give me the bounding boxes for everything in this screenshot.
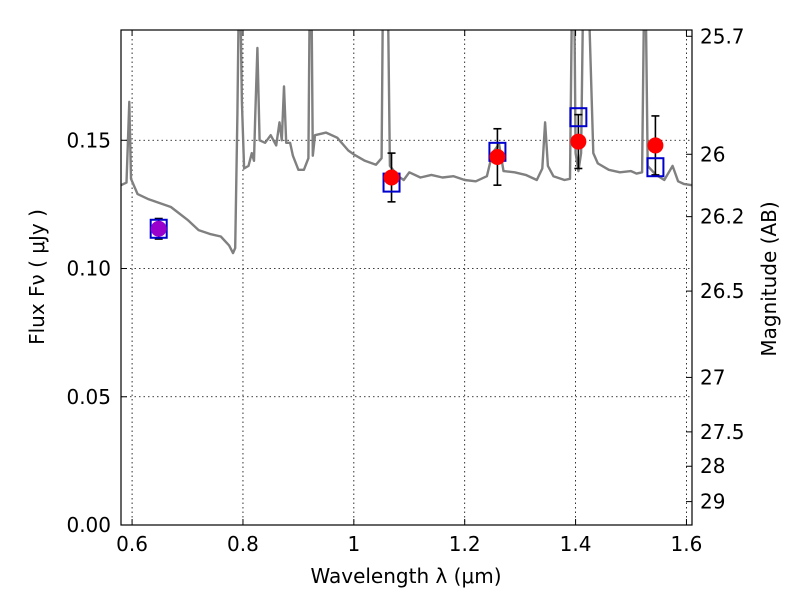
photometry-point-1-2 <box>570 133 587 150</box>
x-tick-label-2: 1 <box>347 532 360 556</box>
model-band-marker-4 <box>646 157 665 178</box>
right-tick-label-3: 26.5 <box>700 279 745 303</box>
photometry-point-1-1 <box>489 148 506 165</box>
y-tick-label-3: 0.15 <box>66 128 111 152</box>
model-band-marker-3 <box>569 107 588 128</box>
x-tick-label-0: 0.6 <box>116 532 148 556</box>
series-layer <box>121 30 692 255</box>
right-tick-label-2: 26.2 <box>700 205 745 229</box>
right-tick-label-4: 27 <box>700 365 725 389</box>
photometry-point-2-0 <box>150 220 167 237</box>
right-tick-label-6: 28 <box>700 454 725 478</box>
photometry-point-1-3 <box>647 137 664 154</box>
y-tick-label-0: 0.00 <box>66 513 111 537</box>
right-tick-label-1: 26 <box>700 142 725 166</box>
photometry-point-1-0 <box>383 169 400 186</box>
plot-frame <box>120 29 693 526</box>
ticks: 0.6 0.8 1 1.2 1.4 1.6 0.00 0.05 0.10 0.15 25.7 26 26… <box>66 24 744 556</box>
right-tick-label-5: 27.5 <box>700 420 745 444</box>
right-tick-label-7: 29 <box>700 490 725 514</box>
x-tick-label-4: 1.4 <box>560 532 592 556</box>
model-spectrum-line <box>121 30 692 255</box>
x-tick-label-3: 1.2 <box>449 532 481 556</box>
y-tick-label-2: 0.10 <box>66 257 111 281</box>
x-tick-label-5: 1.6 <box>671 532 703 556</box>
right-tick-label-0: 25.7 <box>700 24 745 48</box>
x-axis-label: Wavelength λ (μm) <box>310 564 501 588</box>
y-axis-label: Flux Fν ( μJy ) <box>25 209 49 345</box>
x-tick-label-1: 0.8 <box>227 532 259 556</box>
right-axis-label: Magnitude (AB) <box>757 201 781 356</box>
y-tick-label-1: 0.05 <box>66 385 111 409</box>
